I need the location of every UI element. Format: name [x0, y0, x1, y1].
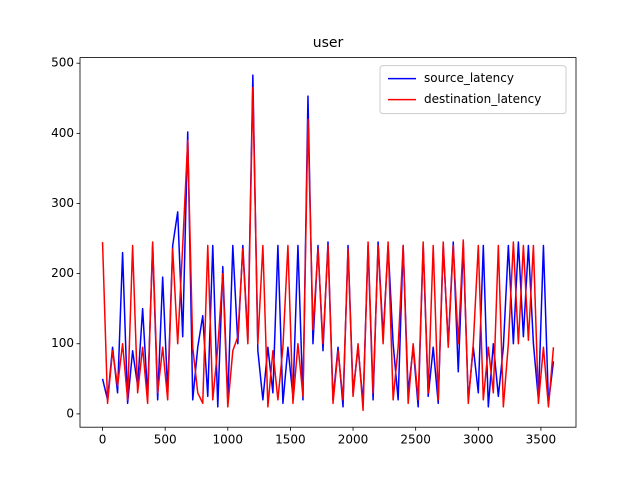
x-tick-label: 0 [99, 433, 107, 447]
y-tick-label: 200 [51, 266, 74, 280]
x-tick-label: 2500 [400, 433, 431, 447]
x-tick-label: 2000 [338, 433, 369, 447]
chart-title: user [313, 35, 344, 51]
y-tick-label: 0 [66, 406, 74, 420]
data-line [101, 87, 555, 412]
y-tick-label: 500 [51, 56, 74, 70]
legend: source_latency destination_latency [379, 65, 567, 115]
x-tick-label: 3000 [463, 433, 494, 447]
legend-label: source_latency [424, 71, 514, 85]
y-tick-label: 400 [51, 126, 74, 140]
data-line [101, 74, 555, 408]
x-tick-label: 1500 [275, 433, 306, 447]
legend-label: destination_latency [424, 92, 541, 106]
x-tick-label: 500 [154, 433, 177, 447]
plot-frame [79, 57, 577, 428]
x-tick-label: 3500 [526, 433, 557, 447]
x-tick-label: 1000 [213, 433, 244, 447]
y-tick-label: 300 [51, 196, 74, 210]
legend-box [379, 65, 567, 115]
y-tick-label: 100 [51, 336, 74, 350]
